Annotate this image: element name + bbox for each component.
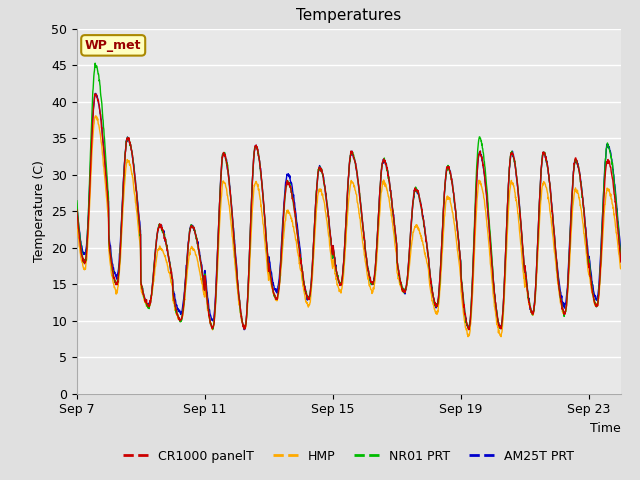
Title: Temperatures: Temperatures	[296, 9, 401, 24]
Legend: CR1000 panelT, HMP, NR01 PRT, AM25T PRT: CR1000 panelT, HMP, NR01 PRT, AM25T PRT	[118, 444, 579, 468]
Y-axis label: Temperature (C): Temperature (C)	[33, 160, 45, 262]
X-axis label: Time: Time	[590, 422, 621, 435]
Text: WP_met: WP_met	[85, 39, 141, 52]
